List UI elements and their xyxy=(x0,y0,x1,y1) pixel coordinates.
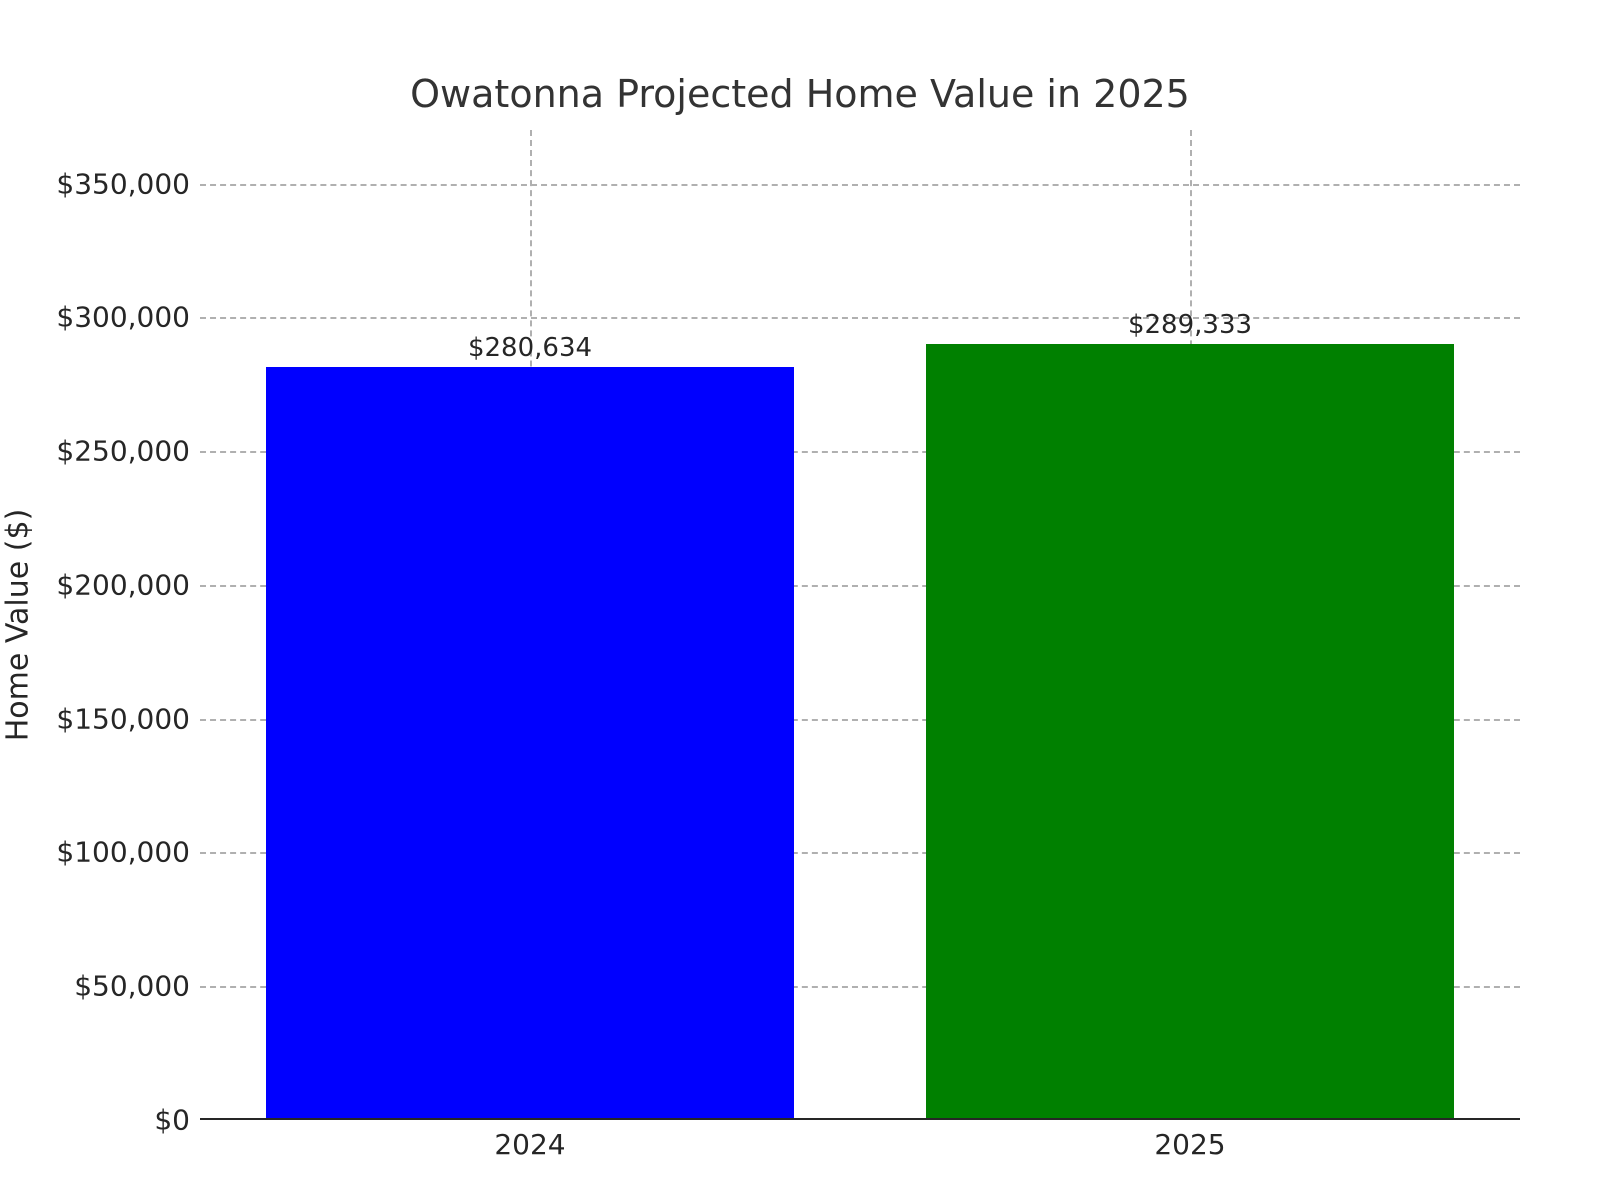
ytick-label: $250,000 xyxy=(56,435,190,468)
ytick-label: $300,000 xyxy=(56,301,190,334)
ytick-label: $0 xyxy=(154,1104,190,1137)
bar xyxy=(926,344,1454,1118)
gridline-horizontal xyxy=(200,317,1520,319)
bar xyxy=(266,367,794,1118)
ytick-label: $200,000 xyxy=(56,568,190,601)
gridline-horizontal xyxy=(200,184,1520,186)
ytick-label: $150,000 xyxy=(56,702,190,735)
y-axis-label: Home Value ($) xyxy=(1,509,36,742)
bar-value-label: $289,333 xyxy=(1128,310,1252,340)
plot-area xyxy=(200,130,1520,1120)
ytick-label: $100,000 xyxy=(56,836,190,869)
xtick-label: 2024 xyxy=(494,1128,565,1161)
chart-title: Owatonna Projected Home Value in 2025 xyxy=(0,72,1600,116)
xtick-label: 2025 xyxy=(1154,1128,1225,1161)
chart-container: Owatonna Projected Home Value in 2025 Ho… xyxy=(0,0,1600,1200)
ytick-label: $50,000 xyxy=(74,970,190,1003)
ytick-label: $350,000 xyxy=(56,167,190,200)
bar-value-label: $280,634 xyxy=(468,333,592,363)
